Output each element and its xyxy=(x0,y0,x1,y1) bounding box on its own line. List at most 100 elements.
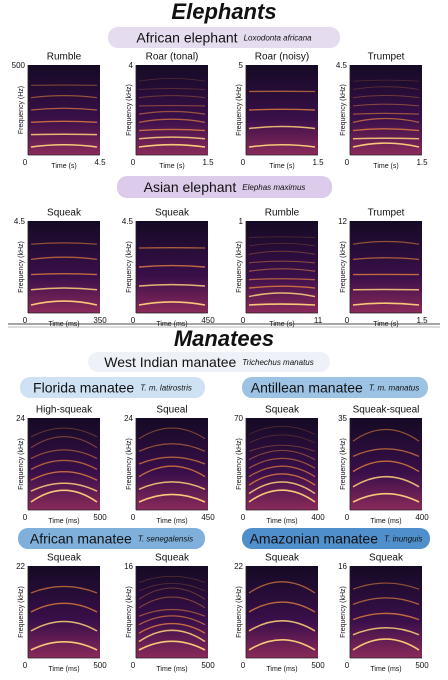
x-axis-label: Time (ms) xyxy=(370,666,401,673)
banner-text: Amazonian manatee T. inunguis xyxy=(250,530,423,546)
panel-title: High-squeak xyxy=(36,405,93,416)
x-axis-label: Time (ms) xyxy=(370,518,401,525)
harmonic xyxy=(138,443,206,452)
harmonic xyxy=(352,492,420,503)
x-min-label: 0 xyxy=(345,513,350,522)
x-max-label: 500 xyxy=(311,661,325,670)
spectrogram xyxy=(28,418,100,510)
harmonic xyxy=(248,444,316,452)
harmonic xyxy=(138,481,206,491)
spectrogram xyxy=(350,566,422,658)
x-max-label: 1.5 xyxy=(202,158,214,167)
banner-text: West Indian manatee Trichechus manatus xyxy=(104,354,313,370)
harmonic xyxy=(138,118,206,123)
harmonic xyxy=(138,95,206,99)
harmonic xyxy=(248,285,316,289)
x-max-label: 1.5 xyxy=(416,158,428,167)
x-min-label: 0 xyxy=(23,316,28,325)
harmonic xyxy=(138,427,206,440)
x-min-label: 0 xyxy=(23,661,28,670)
species-name: Antillean manatee xyxy=(251,379,363,395)
y-axis-label: Frequency (kHz) xyxy=(236,84,243,136)
harmonic xyxy=(30,287,98,291)
spectrogram xyxy=(136,566,208,658)
x-max-label: 450 xyxy=(201,316,215,325)
x-min-label: 0 xyxy=(345,661,350,670)
latin-name: Trichechus manatus xyxy=(242,358,313,367)
harmonic xyxy=(248,620,316,632)
panel-title: Squeak xyxy=(265,553,300,564)
harmonic xyxy=(248,108,316,111)
panel-title: Rumble xyxy=(265,208,300,219)
x-min-label: 0 xyxy=(241,661,246,670)
x-min-label: 0 xyxy=(131,316,136,325)
harmonic xyxy=(352,448,420,457)
harmonic xyxy=(352,582,420,590)
panel-title: Squeak xyxy=(369,553,404,564)
harmonic xyxy=(138,629,206,643)
harmonic xyxy=(352,128,420,132)
y-max-label: 16 xyxy=(338,562,347,571)
y-axis-label: Frequency (kHz) xyxy=(18,438,25,490)
x-axis-label: Time (s) xyxy=(373,321,398,328)
spectrogram xyxy=(246,221,318,313)
banner-text: African elephant Loxodonta africana xyxy=(136,29,312,45)
latin-name: T. senegalensis xyxy=(138,535,193,544)
harmonic xyxy=(352,460,420,473)
y-max-label: 4 xyxy=(129,61,134,70)
banner xyxy=(20,377,205,398)
harmonic xyxy=(352,476,420,488)
harmonic xyxy=(30,436,98,449)
harmonic xyxy=(30,459,98,471)
harmonic xyxy=(248,260,316,264)
x-axis-label: Time (s) xyxy=(51,163,76,170)
x-axis-label: Time (ms) xyxy=(48,321,79,328)
harmonic xyxy=(138,596,206,609)
harmonic xyxy=(248,489,316,503)
x-max-label: 4.5 xyxy=(94,158,106,167)
banner-text: Antillean manatee T. m. manatus xyxy=(251,379,419,395)
harmonic xyxy=(30,449,98,460)
harmonic xyxy=(248,434,316,444)
harmonic xyxy=(30,482,98,492)
banner-text: Florida manatee T. m. latirostris xyxy=(33,379,192,395)
harmonic xyxy=(30,489,98,503)
harmonic xyxy=(352,112,420,115)
y-axis-label: Frequency (Hz) xyxy=(18,86,25,134)
harmonic xyxy=(248,601,316,613)
species-name: African manatee xyxy=(30,530,132,546)
harmonic xyxy=(352,79,420,82)
harmonic xyxy=(30,620,98,632)
harmonic xyxy=(30,272,98,276)
latin-name: Elephas maximus xyxy=(242,183,305,192)
x-max-label: 350 xyxy=(93,316,107,325)
y-axis-label: Frequency (kHz) xyxy=(236,586,243,638)
harmonic xyxy=(138,88,206,90)
harmonic xyxy=(248,242,316,247)
species-name: West Indian manatee xyxy=(104,354,236,370)
panel-title: Squeak xyxy=(265,405,300,416)
x-min-label: 0 xyxy=(345,158,350,167)
harmonic xyxy=(138,136,206,140)
x-min-label: 0 xyxy=(241,158,246,167)
harmonic xyxy=(138,575,206,583)
harmonic xyxy=(138,283,206,287)
latin-name: T. m. latirostris xyxy=(140,384,192,393)
x-axis-label: Time (ms) xyxy=(156,321,187,328)
harmonic xyxy=(138,143,206,148)
x-max-label: 500 xyxy=(93,513,107,522)
x-min-label: 0 xyxy=(131,661,136,670)
y-axis-label: Frequency (kHz) xyxy=(18,241,25,293)
harmonic xyxy=(248,292,316,298)
harmonic xyxy=(248,581,316,594)
harmonic xyxy=(248,465,316,478)
y-axis-label: Frequency (kHz) xyxy=(236,438,243,490)
x-max-label: 500 xyxy=(93,661,107,670)
harmonic xyxy=(138,264,206,268)
harmonic xyxy=(248,639,316,651)
harmonic xyxy=(248,268,316,272)
banner-text: Asian elephant Elephas maximus xyxy=(144,179,306,195)
harmonic xyxy=(30,602,98,613)
y-max-label: 12 xyxy=(338,217,347,226)
y-max-label: 22 xyxy=(234,562,243,571)
